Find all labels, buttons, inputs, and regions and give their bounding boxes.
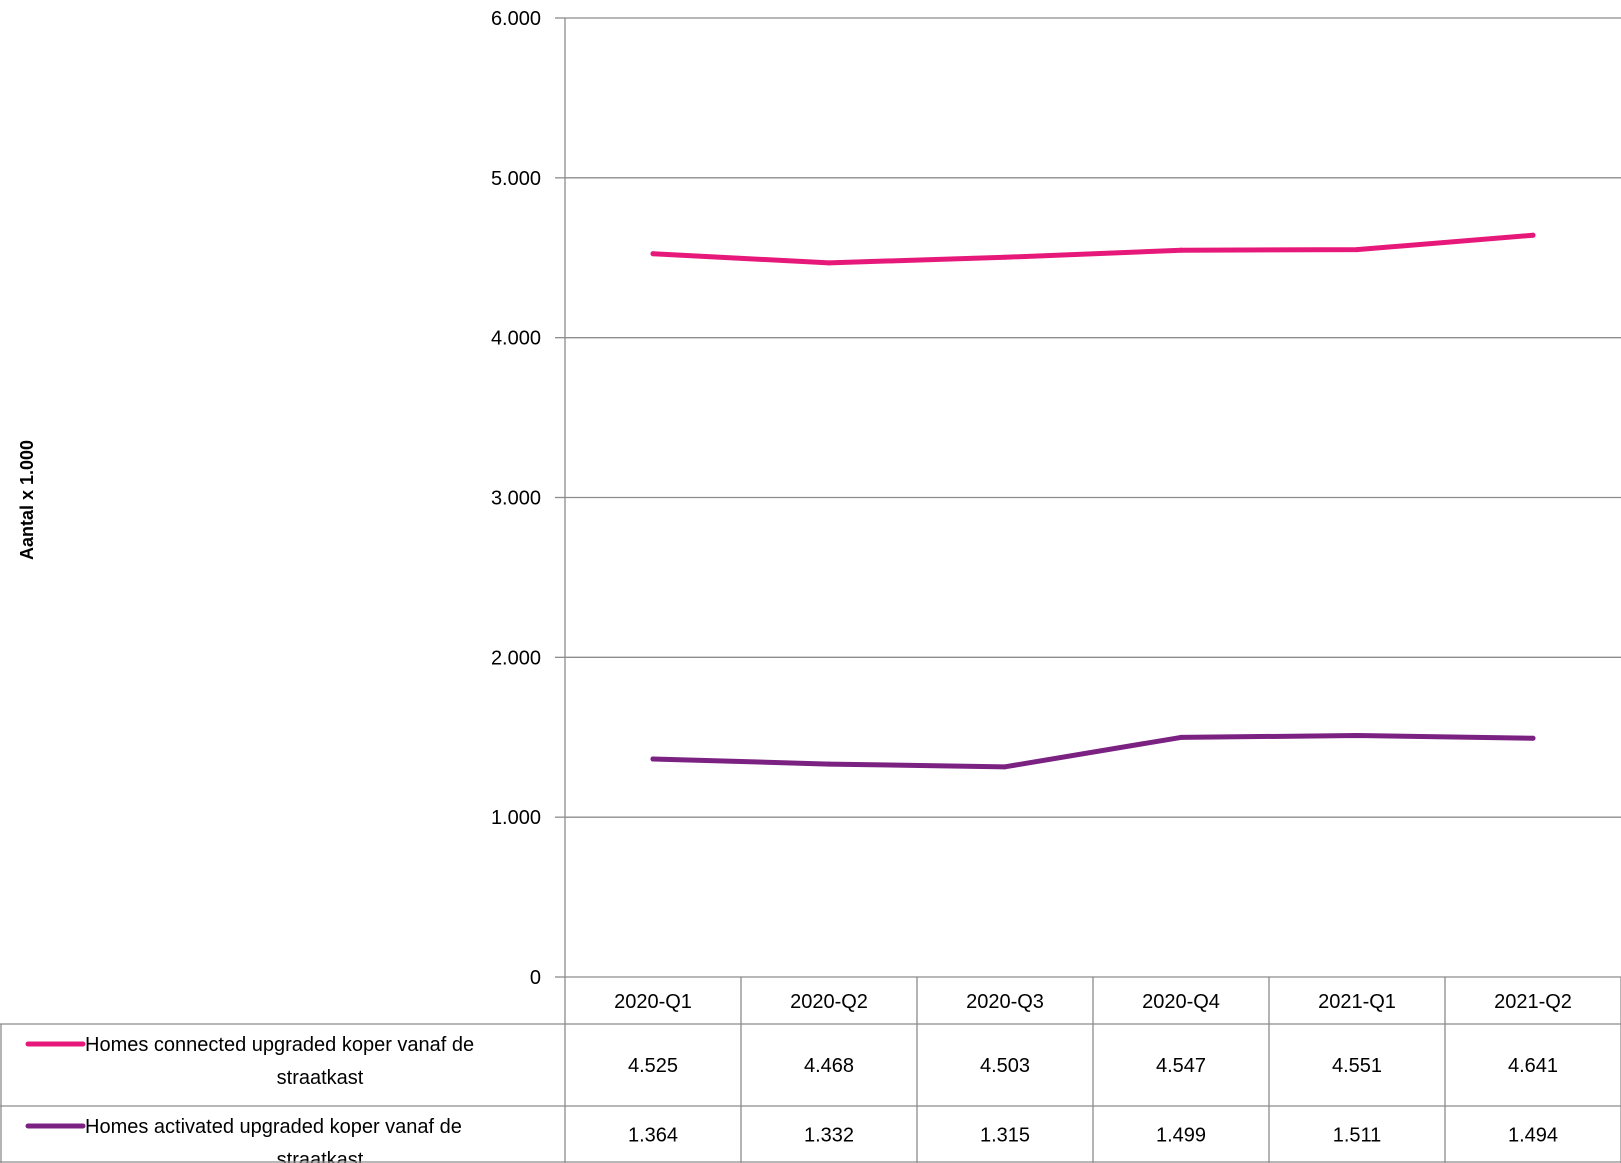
series-line-2 xyxy=(650,732,1536,770)
data-point xyxy=(650,251,656,257)
table-cell-value: 4.468 xyxy=(804,1055,854,1077)
data-point xyxy=(1178,247,1184,253)
table-cell-value: 1.511 xyxy=(1333,1125,1382,1147)
data-point xyxy=(1530,232,1536,238)
data-point xyxy=(1530,735,1536,741)
table-cell-value: 1.494 xyxy=(1508,1125,1558,1147)
x-category-label: 2021-Q2 xyxy=(1494,991,1572,1013)
y-tick-label: 5.000 xyxy=(491,168,541,190)
table-cell-value: 4.525 xyxy=(628,1055,678,1077)
x-category-label: 2020-Q3 xyxy=(966,991,1044,1013)
table-cell-value: 1.364 xyxy=(628,1125,678,1147)
series-lines xyxy=(650,232,1536,770)
data-point xyxy=(650,756,656,762)
data-point xyxy=(826,260,832,266)
table-cell-value: 4.641 xyxy=(1508,1055,1558,1077)
legend-label: straatkast xyxy=(277,1067,364,1089)
data-table: 2020-Q1 2020-Q2 2020-Q3 2020-Q4 2021-Q1 2021-… xyxy=(0,976,1621,1163)
y-axis: 0 1.000 2.000 3.000 4.000 5.000 6.000 xyxy=(491,8,566,989)
gridlines xyxy=(565,17,1621,818)
data-point xyxy=(1178,734,1184,740)
legend-label: Homes connected upgraded koper vanaf de xyxy=(85,1034,474,1056)
legend-label: Homes activated upgraded koper vanaf de xyxy=(85,1116,462,1138)
y-tick-label: 2.000 xyxy=(491,647,541,669)
y-tick-label: 4.000 xyxy=(491,328,541,350)
y-tick-label: 1.000 xyxy=(491,807,541,829)
data-point xyxy=(1354,732,1360,738)
table-cell-value: 1.499 xyxy=(1156,1125,1206,1147)
series-line-1 xyxy=(650,232,1536,266)
y-tick-label: 6.000 xyxy=(491,8,541,30)
table-cell-value: 4.503 xyxy=(980,1055,1030,1077)
x-category-label: 2020-Q2 xyxy=(790,991,868,1013)
x-category-label: 2021-Q1 xyxy=(1318,991,1396,1013)
legend-label: straatkast xyxy=(277,1149,364,1163)
table-cell-value: 4.547 xyxy=(1156,1055,1206,1077)
table-cell-value: 1.332 xyxy=(804,1125,854,1147)
data-point xyxy=(1354,247,1360,253)
x-category-label: 2020-Q4 xyxy=(1142,991,1220,1013)
x-category-label: 2020-Q1 xyxy=(614,991,692,1013)
table-cell-value: 4.551 xyxy=(1332,1055,1382,1077)
y-axis-title: Aantal x 1.000 xyxy=(17,440,37,560)
data-point xyxy=(826,761,832,767)
data-point xyxy=(1002,764,1008,770)
data-point xyxy=(1002,254,1008,260)
y-tick-label: 0 xyxy=(530,967,541,989)
table-cell-value: 1.315 xyxy=(980,1125,1030,1147)
y-tick-label: 3.000 xyxy=(491,488,541,510)
